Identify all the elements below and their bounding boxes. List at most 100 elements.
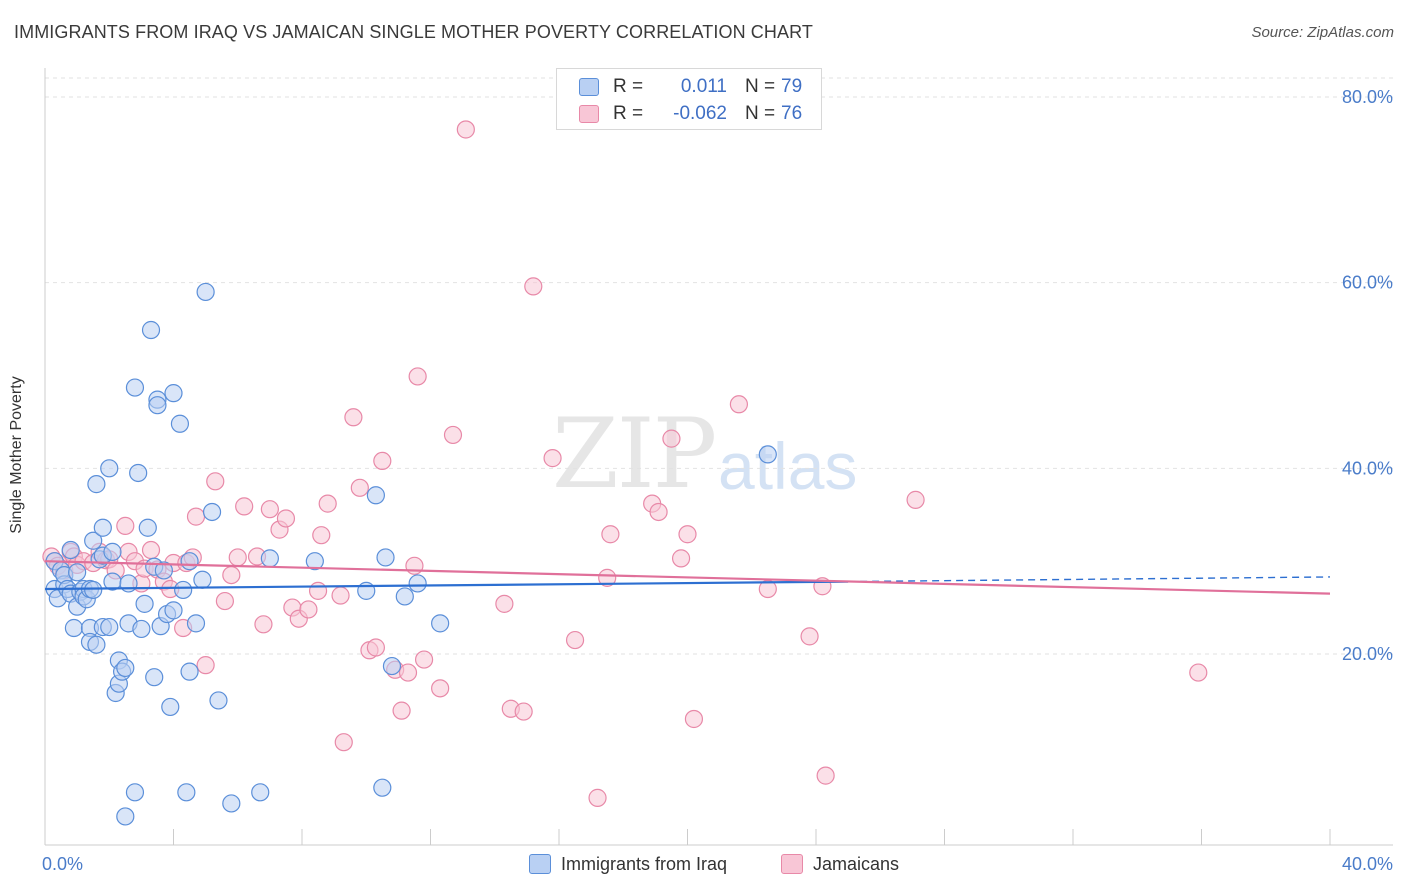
jamaicans-trend-line — [44, 560, 1331, 595]
iraq-point — [186, 614, 206, 633]
jamaicans-point — [408, 367, 427, 386]
iraq-point — [193, 570, 212, 589]
jamaicans-point — [318, 494, 337, 513]
iraq-point — [222, 794, 241, 813]
iraq-point — [135, 594, 154, 613]
iraq-point — [100, 617, 119, 637]
jamaicans-point — [729, 395, 749, 414]
jamaicans-point — [601, 525, 620, 544]
jamaicans-point — [308, 581, 328, 600]
jamaicans-point — [1189, 663, 1208, 682]
iraq-point — [376, 548, 395, 567]
jamaicans-point — [196, 656, 215, 675]
jamaicans-point — [206, 472, 225, 491]
jamaicans-point — [186, 507, 206, 526]
jamaicans-point — [222, 565, 241, 585]
iraq-point — [161, 697, 180, 717]
iraq-point — [141, 320, 161, 340]
jamaicans-point — [366, 638, 385, 657]
iraq-point — [87, 635, 106, 654]
iraq-points — [45, 282, 777, 826]
iraq-trend-extension — [848, 576, 1331, 583]
iraq-point — [64, 618, 84, 638]
y-tick-label: 40.0% — [1342, 458, 1393, 478]
y-tick-label: 20.0% — [1342, 644, 1393, 664]
iraq-point — [395, 587, 414, 606]
jamaicans-point — [662, 429, 681, 448]
correlation-legend: R = 0.011 N = 79 R = -0.062 N = 76 — [556, 68, 822, 130]
jamaicans-point — [373, 451, 392, 471]
jamaicans-point — [906, 490, 925, 509]
jamaicans-point — [392, 701, 411, 720]
iraq-point — [164, 384, 183, 403]
legend-swatch-iraq — [579, 78, 599, 96]
iraq-point — [164, 601, 183, 620]
jamaicans-point — [598, 568, 617, 587]
jamaicans-point — [334, 733, 353, 752]
jamaicans-point — [443, 425, 463, 445]
jamaicans-point — [495, 594, 514, 613]
jamaicans-point — [456, 120, 475, 139]
iraq-point — [103, 542, 122, 561]
iraq-point — [170, 414, 190, 433]
jamaicans-point — [524, 277, 543, 296]
watermark-atlas: atlas — [718, 429, 858, 503]
jamaicans-point — [684, 709, 704, 729]
jamaicans-point — [215, 591, 234, 611]
iraq-point — [132, 619, 151, 639]
y-tick-label: 60.0% — [1342, 273, 1393, 293]
jamaicans-point — [276, 509, 296, 528]
iraq-point — [145, 668, 164, 687]
iraq-point — [154, 561, 173, 580]
bottom-legend-swatch-jamaicans — [781, 854, 803, 874]
iraq-point — [87, 475, 106, 494]
trend-lines — [44, 560, 1331, 595]
jamaicans-point — [543, 449, 562, 468]
legend-r-label: R = — [613, 76, 644, 97]
iraq-point — [138, 518, 157, 537]
iraq-point — [84, 531, 103, 550]
jamaicans-point — [116, 516, 135, 535]
jamaicans-point — [299, 600, 318, 619]
legend-n-value: 76 — [781, 103, 803, 124]
iraq-point — [180, 662, 199, 681]
jamaicans-point — [312, 526, 331, 545]
gridlines — [45, 77, 1393, 655]
iraq-point — [116, 658, 135, 678]
jamaicans-point — [260, 500, 279, 519]
iraq-point — [68, 563, 87, 582]
legend-row-iraq: R = 0.011 N = 79 — [579, 75, 802, 99]
iraq-point — [209, 691, 228, 710]
bottom-legend-iraq: Immigrants from Iraq — [529, 852, 727, 876]
iraq-point — [202, 502, 222, 522]
iraq-point — [125, 378, 145, 397]
iraq-point — [84, 580, 103, 600]
iraq-point — [382, 656, 402, 676]
jamaicans-point — [816, 766, 835, 785]
jamaicans-point — [344, 408, 363, 427]
jamaicans-point — [228, 548, 247, 567]
tick-labels: 20.0% 40.0% 60.0% 80.0% 0.0% 40.0% — [42, 87, 1393, 874]
iraq-point — [129, 463, 148, 483]
legend-r-value: 0.011 — [680, 76, 727, 97]
bottom-legend-jamaicans: Jamaicans — [781, 852, 899, 876]
legend-n-label: N = — [745, 76, 776, 97]
legend-row-jamaicans: R = -0.062 N = 76 — [579, 102, 802, 126]
jamaicans-point — [588, 788, 607, 807]
axes — [44, 68, 1393, 846]
iraq-point — [431, 614, 450, 633]
jamaicans-point — [800, 627, 819, 646]
jamaicans-point — [350, 478, 369, 497]
watermark-zip: ZIP — [552, 398, 717, 510]
jamaicans-point — [649, 502, 668, 522]
iraq-point — [305, 552, 324, 571]
iraq-point — [758, 445, 777, 464]
iraq-point — [373, 778, 392, 797]
jamaicans-point — [678, 525, 697, 544]
bottom-legend-label-iraq: Immigrants from Iraq — [561, 853, 728, 874]
bottom-legend-label-jamaicans: Jamaicans — [813, 853, 900, 874]
iraq-point — [116, 807, 135, 826]
legend-r-value: -0.062 — [673, 103, 727, 124]
source-credit: Source: ZipAtlas.com — [1251, 24, 1394, 41]
